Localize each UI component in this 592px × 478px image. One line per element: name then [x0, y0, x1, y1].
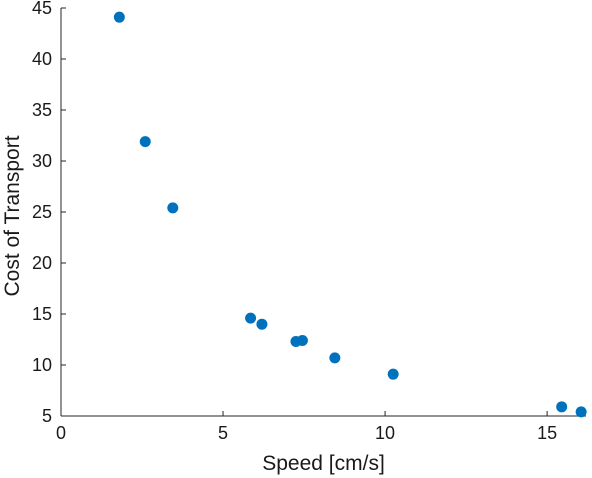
data-point: [139, 136, 151, 148]
y-tick-label: 40: [32, 49, 52, 69]
data-point: [296, 335, 308, 347]
x-tick-label: 15: [537, 423, 557, 443]
data-point: [245, 312, 257, 324]
x-tick-label: 0: [56, 423, 66, 443]
x-tick-label: 10: [375, 423, 395, 443]
y-tick-label: 15: [32, 304, 52, 324]
y-tick-label: 20: [32, 253, 52, 273]
data-point: [556, 401, 568, 413]
x-axis-ticks: 0 5 10 15: [56, 411, 557, 443]
data-point: [167, 202, 179, 214]
y-tick-label: 5: [42, 406, 52, 426]
data-points: [113, 11, 587, 418]
data-point: [387, 368, 399, 380]
data-point: [575, 406, 587, 418]
y-tick-label: 35: [32, 100, 52, 120]
y-tick-label: 10: [32, 355, 52, 375]
x-tick-label: 5: [218, 423, 228, 443]
y-tick-label: 30: [32, 151, 52, 171]
y-tick-label: 45: [32, 0, 52, 18]
data-point: [256, 318, 268, 330]
y-tick-label: 25: [32, 202, 52, 222]
data-point: [113, 11, 125, 23]
y-axis-label: Cost of Transport: [1, 135, 24, 296]
y-axis-ticks: 5 10 15 20 25 30 35 40 45: [32, 0, 66, 426]
axes: [60, 8, 586, 417]
x-axis-label: Speed [cm/s]: [262, 452, 385, 475]
data-point: [329, 352, 341, 364]
